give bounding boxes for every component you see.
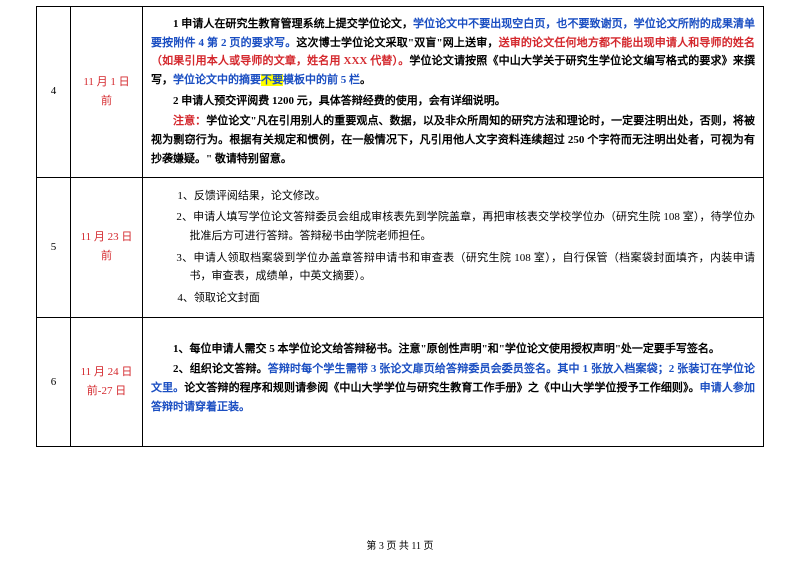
text: 这次博士学位论文采取"双盲"网上送审， <box>296 37 498 49</box>
text: 1 申请人在研究生教育管理系统上提交学位论文， <box>173 18 413 30</box>
text: 2 申请人预交评阅费 1200 元，具体答辩经费的使用，会有详细说明。 <box>151 92 755 111</box>
list-item: 4、领取论文封面 <box>151 289 755 308</box>
table-row: 4 11 月 1 日前 1 申请人在研究生教育管理系统上提交学位论文，学位论文中… <box>37 7 764 178</box>
list-item: 1、反馈评阅结果，论文修改。 <box>151 187 755 206</box>
text: 学位论文"凡在引用别人的重要观点、数据，以及非众所周知的研究方法和理论时，一定要… <box>151 115 755 164</box>
list-item: 2、申请人填写学位论文答辩委员会组成审核表先到学院盖章，再把审核表交学校学位办（… <box>151 208 755 245</box>
schedule-table: 4 11 月 1 日前 1 申请人在研究生教育管理系统上提交学位论文，学位论文中… <box>36 6 764 447</box>
row-number: 5 <box>37 177 71 317</box>
text: 注意： <box>173 115 206 127</box>
text: 。 <box>360 74 371 86</box>
text: 论文答辩的程序和规则请参阅《中山大学学位与研究生教育工作手册》之《中山大学学位授… <box>184 382 699 394</box>
table-row: 6 11 月 24 日前-27 日 1、每位申请人需交 5 本学位论文给答辩秘书… <box>37 317 764 447</box>
text: 学位论文中的摘要 <box>173 74 261 86</box>
row-content: 1 申请人在研究生教育管理系统上提交学位论文，学位论文中不要出现空白页，也不要致… <box>143 7 764 178</box>
row-number: 6 <box>37 317 71 447</box>
text: 2、组织论文答辩。 <box>173 363 268 375</box>
text: 模板中的前 5 栏 <box>283 74 360 86</box>
page-footer: 第 3 页 共 11 页 <box>0 537 800 552</box>
row-date: 11 月 23 日前 <box>71 177 143 317</box>
row-date: 11 月 1 日前 <box>71 7 143 178</box>
row-content: 1、反馈评阅结果，论文修改。 2、申请人填写学位论文答辩委员会组成审核表先到学院… <box>143 177 764 317</box>
row-content: 1、每位申请人需交 5 本学位论文给答辩秘书。注意"原创性声明"和"学位论文使用… <box>143 317 764 447</box>
row-date: 11 月 24 日前-27 日 <box>71 317 143 447</box>
text: 1、每位申请人需交 5 本学位论文给答辩秘书。注意"原创性声明"和"学位论文使用… <box>151 340 755 359</box>
table-row: 5 11 月 23 日前 1、反馈评阅结果，论文修改。 2、申请人填写学位论文答… <box>37 177 764 317</box>
row-number: 4 <box>37 7 71 178</box>
list-item: 3、申请人领取档案袋到学位办盖章答辩申请书和审查表（研究生院 108 室），自行… <box>151 249 755 286</box>
highlight: 不要 <box>261 74 283 86</box>
